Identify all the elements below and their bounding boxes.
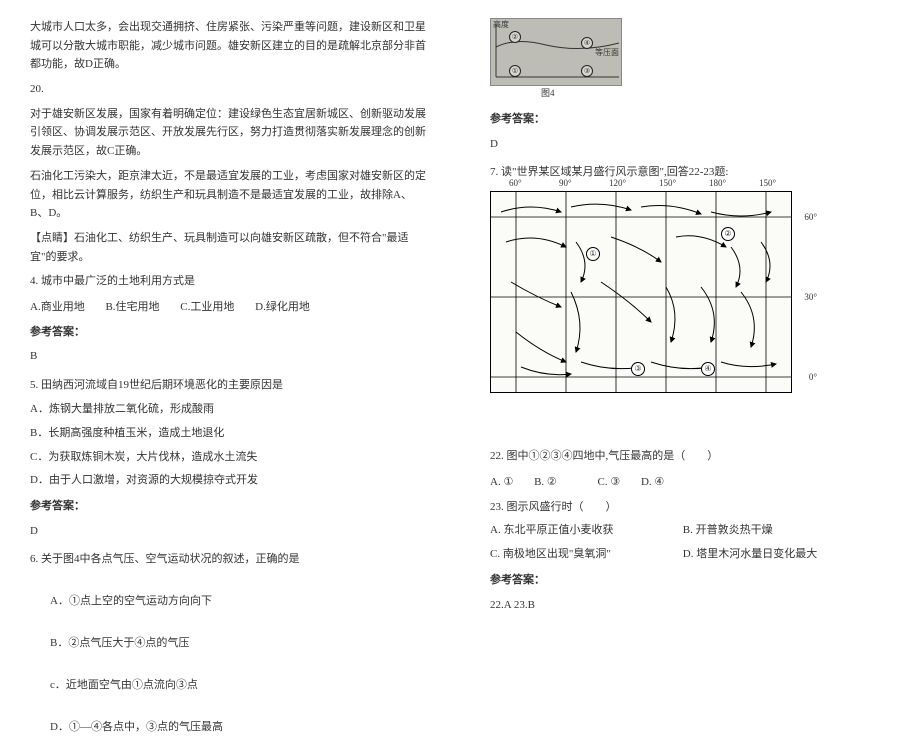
q4-options: A.商业用地 B.住宅用地 C.工业用地 D.绿化用地 bbox=[30, 298, 430, 317]
answer-label-2: 参考答案： bbox=[30, 497, 430, 516]
fig4-node-2: ② bbox=[509, 31, 521, 43]
fig4-node-4: ④ bbox=[581, 37, 593, 49]
answer-label-4: 参考答案： bbox=[490, 571, 890, 590]
q22-opt-c: C. ③ bbox=[598, 476, 621, 488]
q4-opt-b: B.住宅用地 bbox=[105, 301, 159, 313]
q22-stem: 22. 图中①②③④四地中,气压最高的是（ ） bbox=[490, 447, 890, 467]
q6-answer: D bbox=[490, 135, 890, 154]
fig4-node-3: ③ bbox=[581, 65, 593, 77]
q4-answer: B bbox=[30, 347, 430, 366]
fig4-caption: 图4 bbox=[541, 86, 555, 99]
lon-60: 60° bbox=[509, 178, 522, 188]
q23-row2: C. 南极地区出现"臭氧洞" D. 塔里木河水量日变化最大 bbox=[490, 545, 890, 565]
q7-stem: 7. 读"世界某区域某月盛行风示意图",回答22-23题: bbox=[490, 163, 890, 183]
q23-opt-d: D. 塔里木河水量日变化最大 bbox=[683, 548, 817, 560]
q5-opt-c: C．为获取炼铜木炭，大片伐林，造成水土流失 bbox=[30, 448, 430, 468]
q4-stem: 4. 城市中最广泛的土地利用方式是 bbox=[30, 272, 430, 292]
q5-opt-d: D．由于人口激增，对资源的大规模掠夺式开发 bbox=[30, 471, 430, 491]
lat-60: 60° bbox=[804, 212, 817, 222]
lon-150b: 150° bbox=[759, 178, 776, 188]
q6-opt-c: c．近地面空气由①点流向③点 bbox=[30, 676, 430, 696]
q23-opt-a: A. 东北平原正值小麦收获 bbox=[490, 521, 680, 541]
q6-opt-d: D．①—④各点中，③点的气压最高 bbox=[30, 718, 430, 737]
q23-opt-c: C. 南极地区出现"臭氧洞" bbox=[490, 545, 680, 565]
q4-opt-c: C.工业用地 bbox=[180, 301, 234, 313]
q5-opt-a: A．炼钢大量排放二氧化硫，形成酸雨 bbox=[30, 400, 430, 420]
fig4-node-1: ① bbox=[509, 65, 521, 77]
q22-opt-b: B. ② bbox=[534, 476, 557, 488]
q4-opt-a: A.商业用地 bbox=[30, 301, 85, 313]
q6-opt-a: A．①点上空的空气运动方向向下 bbox=[30, 592, 430, 612]
q22-opt-a: A. ① bbox=[490, 476, 513, 488]
q6-stem: 6. 关于图4中各点气压、空气运动状况的叙述，正确的是 bbox=[30, 550, 430, 570]
q20-number: 20. bbox=[30, 80, 430, 99]
intro-text-1: 大城市人口太多，会出现交通拥挤、住房紧张、污染严重等问题，建设新区和卫星城可以分… bbox=[30, 18, 430, 74]
q23-row1: A. 东北平原正值小麦收获 B. 开普敦炎热干燥 bbox=[490, 521, 890, 541]
q5-opt-b: B．长期高强度种植玉米，造成土地退化 bbox=[30, 424, 430, 444]
figure-4-diagram: 高度 ② ④ ① ③ 等压面 图4 bbox=[490, 18, 622, 86]
q22-opt-d: D. ④ bbox=[641, 476, 664, 488]
wind-map-figure: 60° 90° 120° 150° 180° 150° 60° 30° 0° bbox=[490, 191, 792, 393]
q22-23-answer: 22.A 23.B bbox=[490, 596, 890, 615]
lon-120: 120° bbox=[609, 178, 626, 188]
answer-label-1: 参考答案： bbox=[30, 323, 430, 342]
q22-options: A. ① B. ② C. ③ D. ④ bbox=[490, 473, 890, 492]
q5-stem: 5. 田纳西河流域自19世纪后期环境恶化的主要原因是 bbox=[30, 376, 430, 396]
point-note: 【点睛】石油化工、纺织生产、玩具制造可以向雄安新区疏散，但不符合"最适宜"的要求… bbox=[30, 229, 430, 266]
lon-90: 90° bbox=[559, 178, 572, 188]
lat-0: 0° bbox=[809, 372, 817, 382]
fig4-top-label: 高度 bbox=[493, 19, 509, 30]
intro-text-3: 石油化工污染大，距京津太近，不是最适宜发展的工业，考虑国家对雄安新区的定位，相比… bbox=[30, 167, 430, 223]
fig4-isobar-label: 等压面 bbox=[595, 47, 619, 58]
q23-opt-b: B. 开普敦炎热干燥 bbox=[683, 524, 773, 536]
lon-150: 150° bbox=[659, 178, 676, 188]
answer-label-3: 参考答案： bbox=[490, 110, 890, 129]
lon-180: 180° bbox=[709, 178, 726, 188]
q4-opt-d: D.绿化用地 bbox=[255, 301, 310, 313]
q23-stem: 23. 图示风盛行时（ ） bbox=[490, 498, 890, 518]
lat-30: 30° bbox=[804, 292, 817, 302]
q5-answer: D bbox=[30, 522, 430, 541]
intro-text-2: 对于雄安新区发展，国家有着明确定位：建设绿色生态宜居新城区、创新驱动发展引领区、… bbox=[30, 105, 430, 161]
